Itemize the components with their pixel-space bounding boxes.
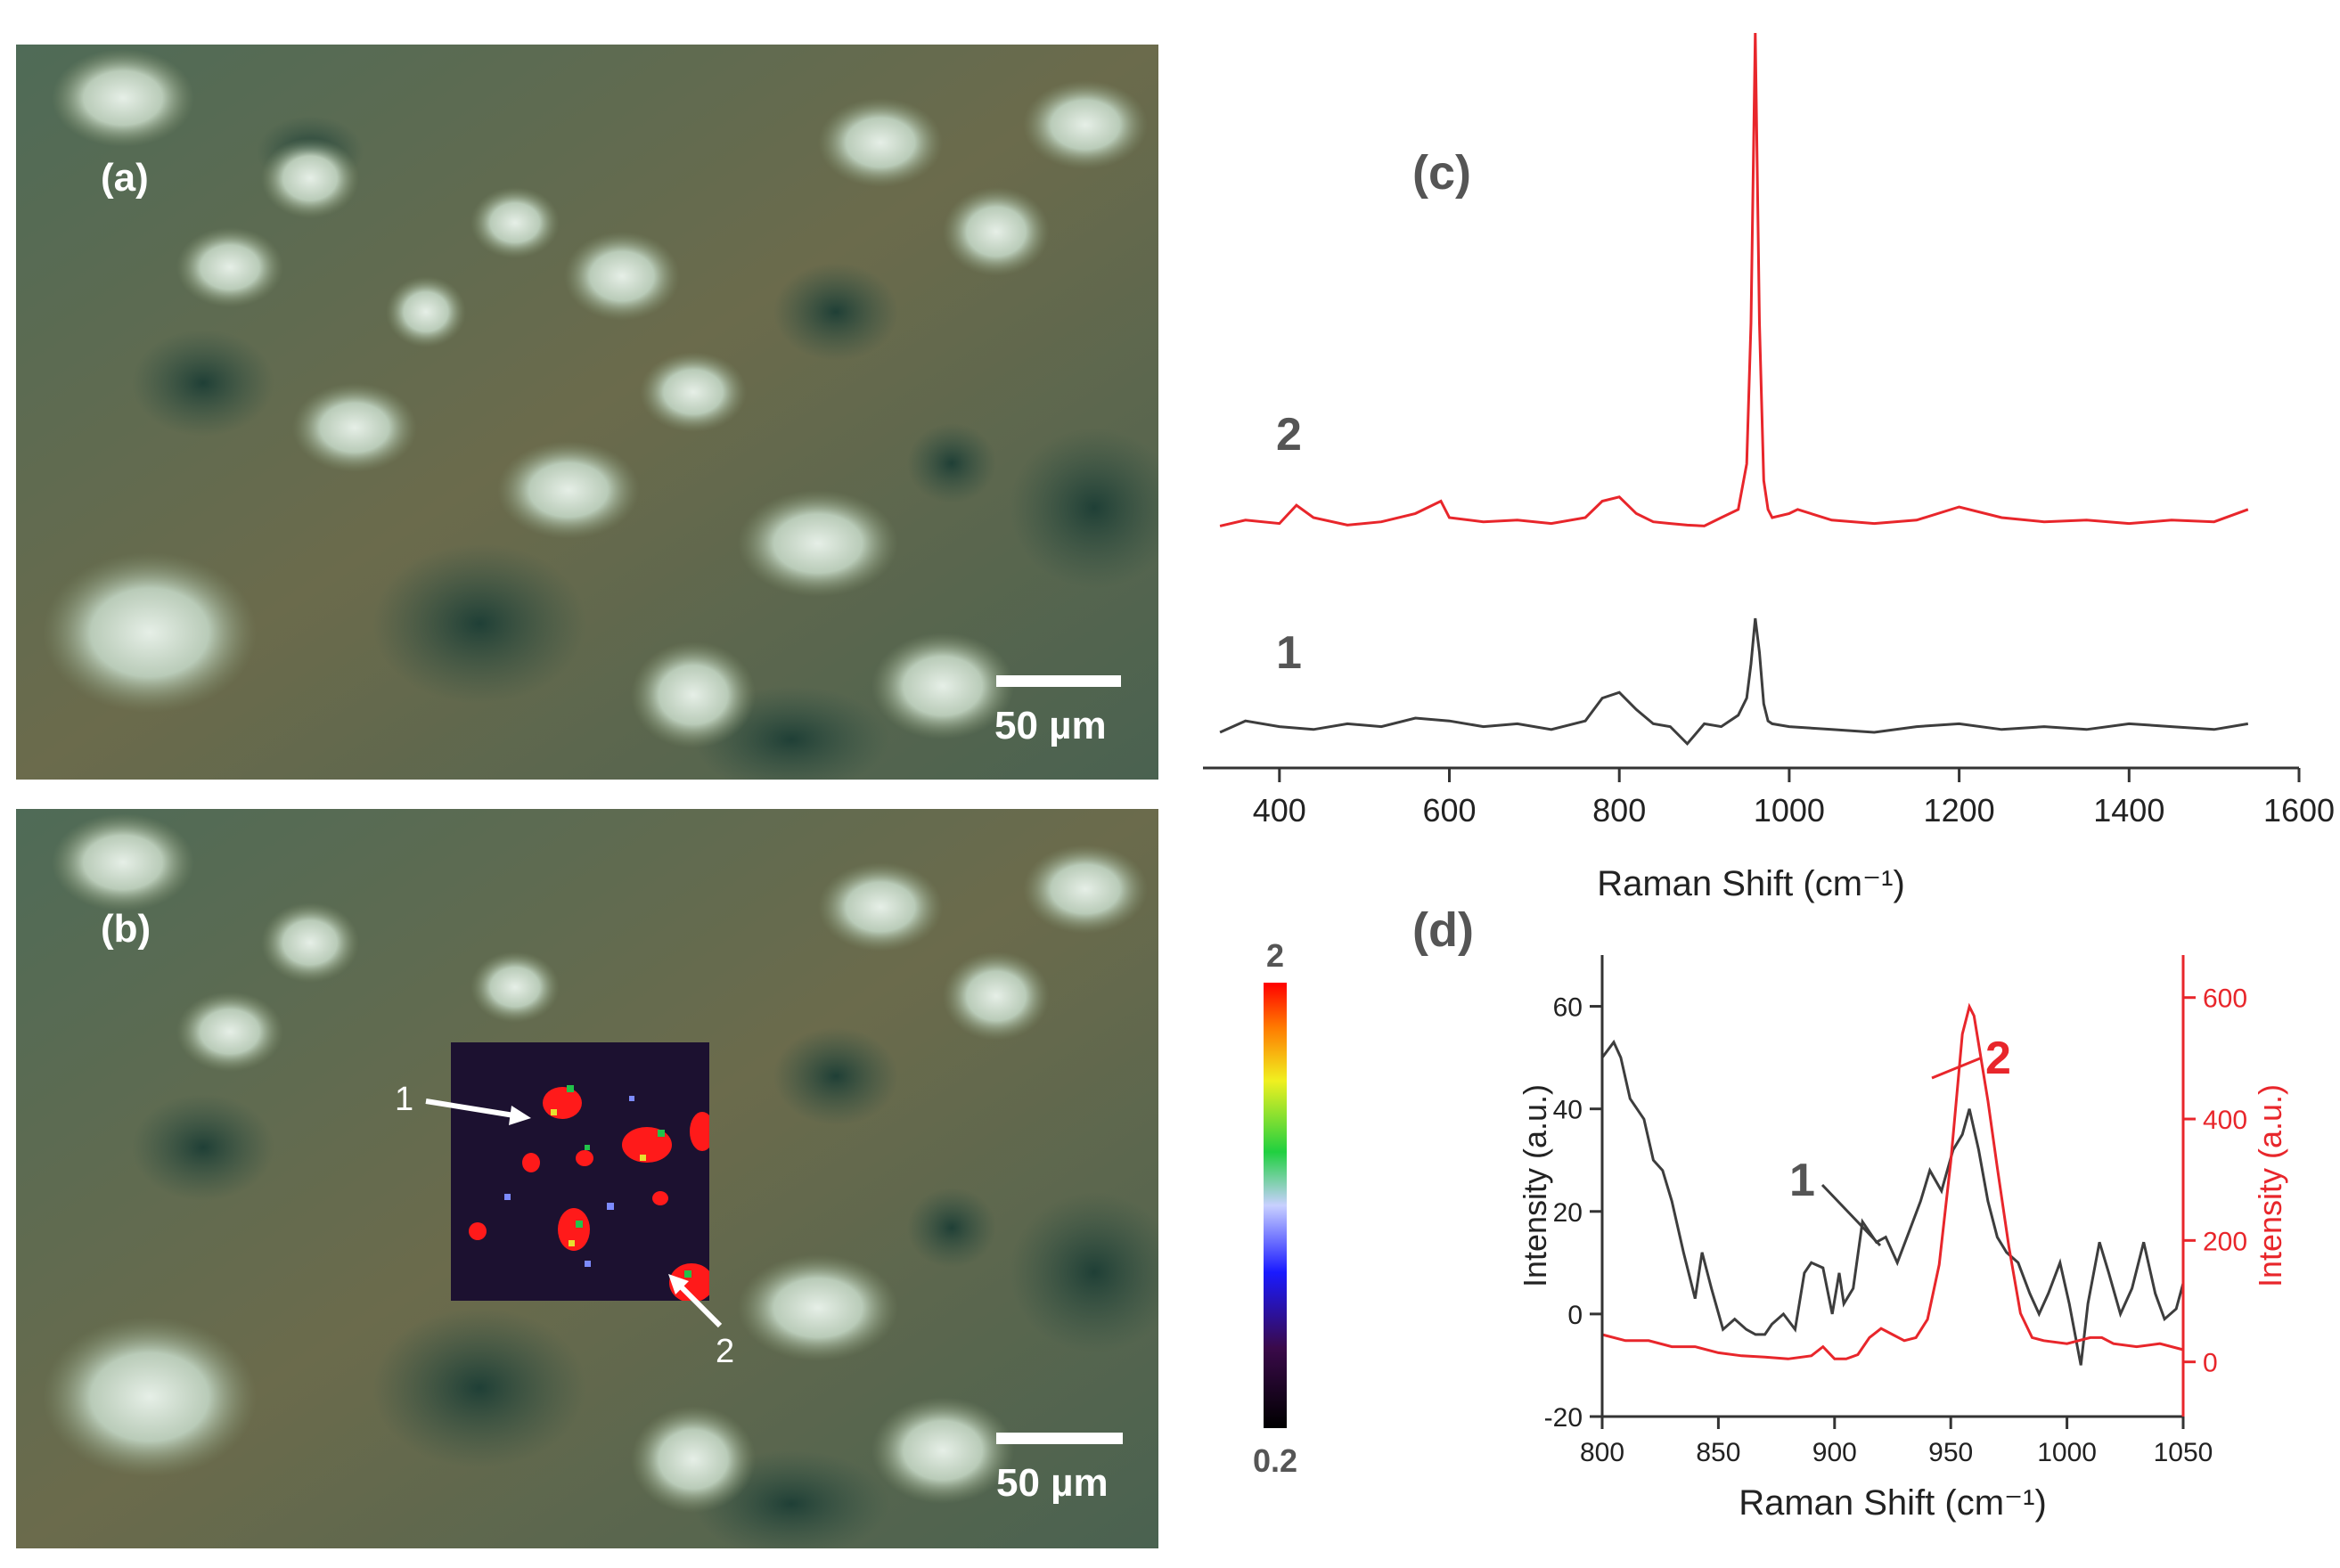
- chart-d-annotation-1: 1: [1789, 1155, 1815, 1206]
- scale-bar-b: [996, 1433, 1123, 1444]
- chart-c: 400 600 800 1000 1200 1400 1600 Raman Shift (c…: [1203, 32, 2335, 903]
- chart-d-x-tick-label: 950: [1928, 1438, 1973, 1467]
- chart-c-series-1-line: [1219, 617, 2249, 747]
- chart-d-y2-tick-label: 400: [2203, 1106, 2247, 1135]
- chart-d-y-tick-label: 0: [1567, 1301, 1583, 1330]
- chart-d-y-axis-label: Intensity (a.u.): [1517, 1084, 1553, 1287]
- chart-c-x-tick-label: 1600: [2263, 792, 2335, 829]
- chart-d-x-tick-label: 900: [1812, 1438, 1857, 1467]
- chart-d-x-tick-label: 1050: [2154, 1438, 2213, 1467]
- chart-c-series-1-label: 1: [1276, 627, 1302, 679]
- chart-d-series-1-line: [1600, 1039, 2185, 1366]
- chart-c-x-axis-label: Raman Shift (cm⁻¹): [1597, 864, 1905, 903]
- chart-c-x-tick-label: 400: [1253, 792, 1306, 829]
- chart-d-x-tick-label: 800: [1580, 1438, 1624, 1467]
- micrograph-a-texture: [16, 45, 1158, 780]
- micrograph-panel-a: (a) 50 µm: [16, 45, 1158, 780]
- raman-map-inset: [451, 1042, 709, 1301]
- chart-d-annotation-2: 2: [1985, 1033, 2011, 1084]
- map-point-1-label: 1: [395, 1081, 414, 1118]
- colorbar-min-label: 0.2: [1253, 1442, 1297, 1479]
- chart-d-y2-tick-label: 0: [2203, 1349, 2218, 1378]
- chart-d-y2-axis-label: Intensity (a.u.): [2252, 1084, 2288, 1287]
- chart-c-x-tick-label: 1000: [1754, 792, 1825, 829]
- chart-c-ticks: 400 600 800 1000 1200 1400 1600: [1253, 768, 2335, 829]
- colorbar: [1264, 983, 1287, 1428]
- micrograph-panel-b: (b): [16, 809, 1158, 1548]
- panel-label-c: (c): [1412, 146, 1471, 200]
- chart-d-annotation-arrow-2: [1931, 1057, 1981, 1080]
- panel-label-d: (d): [1412, 903, 1474, 957]
- chart-c-x-tick-label: 1200: [1924, 792, 1995, 829]
- scale-bar-a: [996, 675, 1121, 687]
- scale-label-b: 50 µm: [996, 1461, 1109, 1505]
- chart-d-y2-tick-label: 200: [2203, 1227, 2247, 1256]
- scale-label-a: 50 µm: [994, 704, 1107, 747]
- map-point-2-label: 2: [716, 1333, 735, 1370]
- chart-c-x-tick-label: 600: [1422, 792, 1476, 829]
- chart-d: 800 850 900 950 1000 1050-2002040600200400600…: [1517, 955, 2288, 1523]
- chart-d-x-axis-label: Raman Shift (cm⁻¹): [1739, 1483, 2047, 1523]
- chart-d-y2-tick-label: 600: [2203, 984, 2247, 1014]
- chart-d-y-tick-label: 40: [1553, 1096, 1583, 1125]
- chart-d-x-tick-label: 850: [1696, 1438, 1740, 1467]
- raman-map-hotspots: [451, 1042, 709, 1301]
- chart-d-annotation-arrow-1: [1820, 1183, 1882, 1247]
- chart-d-y-tick-label: 20: [1553, 1198, 1583, 1228]
- chart-d-series-2-line: [1601, 1002, 2184, 1360]
- chart-d-y-tick-label: 60: [1553, 993, 1583, 1023]
- colorbar-max-label: 2: [1266, 937, 1284, 974]
- chart-c-x-tick-label: 800: [1592, 792, 1646, 829]
- chart-c-x-tick-label: 1400: [2093, 792, 2164, 829]
- chart-c-series-2-line: [1219, 32, 2249, 527]
- panel-label-b: (b): [101, 907, 151, 951]
- chart-d-x-tick-label: 1000: [2037, 1438, 2097, 1467]
- panel-label-a: (a): [101, 156, 149, 200]
- chart-c-series-2-label: 2: [1276, 409, 1302, 461]
- chart-d-y-tick-label: -20: [1544, 1403, 1583, 1433]
